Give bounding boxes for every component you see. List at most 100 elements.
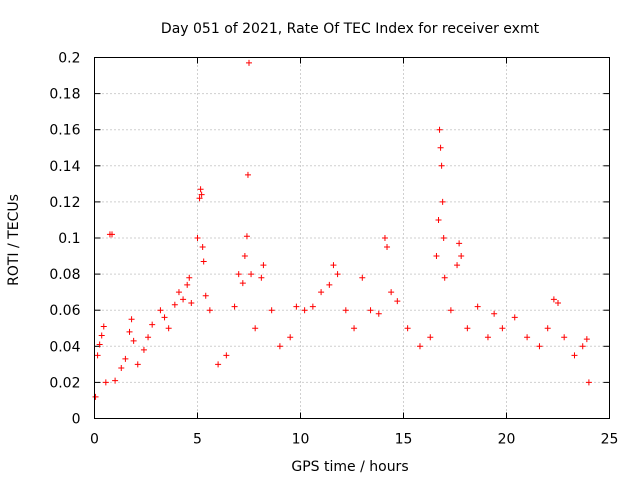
data-point — [454, 262, 461, 269]
data-point — [464, 325, 471, 332]
data-point — [301, 307, 308, 314]
data-point — [484, 334, 491, 341]
x-tick-label: 25 — [601, 432, 619, 448]
y-tick-label: 0.02 — [49, 375, 80, 391]
data-point — [330, 262, 337, 269]
data-point — [140, 346, 147, 353]
data-point — [130, 337, 137, 344]
y-tick-label: 0.18 — [49, 87, 80, 103]
data-point — [198, 191, 205, 198]
data-point — [293, 303, 300, 310]
data-point — [126, 328, 133, 335]
y-tick-label: 0.1 — [58, 231, 80, 247]
data-point — [583, 336, 590, 343]
data-point — [318, 289, 325, 296]
data-point — [544, 325, 551, 332]
data-points — [92, 59, 592, 400]
chart-title: Day 051 of 2021, Rate Of TEC Index for r… — [161, 21, 540, 37]
data-point — [122, 355, 129, 362]
data-point — [235, 271, 242, 278]
data-point — [241, 253, 248, 260]
data-point — [109, 231, 116, 238]
data-point — [474, 303, 481, 310]
data-point — [202, 292, 209, 299]
data-point — [367, 307, 374, 314]
data-point — [243, 233, 250, 240]
data-point — [96, 341, 103, 348]
data-point — [244, 171, 251, 178]
x-axis-label: GPS time / hours — [291, 459, 408, 475]
data-point — [128, 316, 135, 323]
data-point — [100, 323, 107, 330]
data-point — [161, 314, 168, 321]
data-point — [149, 321, 156, 328]
data-point — [458, 253, 465, 260]
data-point — [287, 334, 294, 341]
data-point — [375, 310, 382, 317]
y-tick-label: 0.2 — [58, 51, 80, 67]
data-point — [239, 280, 246, 287]
data-point — [491, 310, 498, 317]
data-point — [439, 198, 446, 205]
x-tick-label: 15 — [395, 432, 413, 448]
data-point — [248, 271, 255, 278]
data-point — [550, 296, 557, 303]
x-tick-labels: 0 5 10 15 20 25 — [90, 432, 618, 448]
x-tick-label: 10 — [292, 432, 310, 448]
y-tick-label: 0.14 — [49, 159, 80, 175]
data-point — [334, 271, 341, 278]
data-point — [186, 274, 193, 281]
data-point — [416, 343, 423, 350]
data-point — [196, 195, 203, 202]
y-tick-label: 0.16 — [49, 123, 80, 139]
data-point — [555, 299, 561, 306]
data-point — [440, 235, 447, 241]
data-point — [102, 379, 109, 386]
data-point — [511, 314, 518, 321]
data-point — [188, 299, 195, 306]
data-point — [92, 393, 99, 400]
data-point — [180, 296, 187, 303]
data-point — [499, 325, 506, 332]
data-point — [223, 352, 230, 359]
x-tick-label: 5 — [193, 432, 202, 448]
data-point — [98, 332, 105, 339]
data-point — [456, 240, 463, 247]
data-point — [197, 186, 204, 193]
data-point — [199, 244, 206, 251]
y-tick-labels: 0 0.02 0.04 0.06 0.08 0.1 0.12 0.14 0.16 0.18 0.2 — [49, 51, 80, 428]
data-point — [215, 361, 222, 368]
data-point — [206, 307, 213, 314]
plot-frame — [94, 57, 610, 419]
y-tick-label: 0.12 — [49, 195, 80, 211]
data-point — [585, 379, 592, 386]
data-point — [309, 303, 316, 310]
data-point — [433, 253, 440, 260]
data-point — [351, 325, 358, 332]
data-point — [359, 274, 366, 281]
data-point — [381, 235, 388, 241]
data-point — [438, 162, 445, 169]
data-point — [427, 334, 434, 341]
data-point — [536, 343, 543, 350]
data-point — [435, 216, 442, 223]
data-point — [441, 274, 448, 281]
x-tick-label: 0 — [90, 432, 99, 448]
data-point — [326, 281, 333, 288]
y-tick-label: 0.04 — [49, 339, 80, 355]
data-point — [436, 126, 443, 133]
data-point — [437, 144, 444, 151]
data-point — [342, 307, 349, 314]
data-point — [260, 262, 267, 269]
data-point — [171, 301, 178, 308]
data-point — [157, 307, 164, 314]
data-point — [388, 289, 395, 296]
data-point — [571, 352, 578, 359]
data-point — [246, 59, 252, 66]
data-point — [175, 289, 182, 296]
y-tick-label: 0.06 — [49, 303, 80, 319]
data-point — [134, 361, 141, 368]
data-point — [258, 274, 265, 281]
